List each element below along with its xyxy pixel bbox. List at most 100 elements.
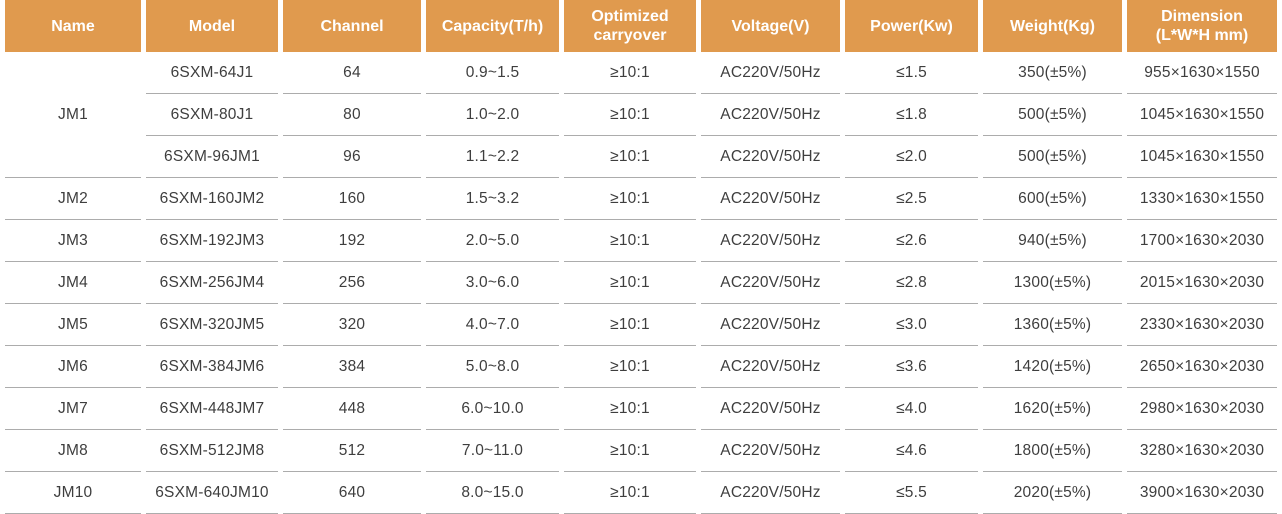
column-header-dimension: Dimension (L*W*H mm)	[1127, 0, 1277, 52]
table-row: JM10 6SXM-640JM10 640 8.0~15.0 ≥10:1 AC220V/5…	[5, 472, 1277, 514]
channel-cell: 512	[283, 430, 421, 472]
weight-cell: 500(±5%)	[983, 136, 1122, 178]
weight-cell: 500(±5%)	[983, 94, 1122, 136]
weight-cell: 1300(±5%)	[983, 262, 1122, 304]
dimension-cell: 2330×1630×2030	[1127, 304, 1277, 346]
voltage-cell: AC220V/50Hz	[701, 220, 840, 262]
capacity-cell: 5.0~8.0	[426, 346, 559, 388]
table-row: JM2 6SXM-160JM2 160 1.5~3.2 ≥10:1 AC220V/50Hz…	[5, 178, 1277, 220]
voltage-cell: AC220V/50Hz	[701, 346, 840, 388]
table-row: JM7 6SXM-448JM7 448 6.0~10.0 ≥10:1 AC220V/50H…	[5, 388, 1277, 430]
model-cell: 6SXM-448JM7	[146, 388, 278, 430]
weight-cell: 940(±5%)	[983, 220, 1122, 262]
carryover-cell: ≥10:1	[564, 178, 696, 220]
dimension-cell: 3280×1630×2030	[1127, 430, 1277, 472]
voltage-cell: AC220V/50Hz	[701, 136, 840, 178]
spec-table-body: JM1 6SXM-64J1 64 0.9~1.5 ≥10:1 AC220V/50Hz ≤1.…	[5, 52, 1277, 514]
capacity-cell: 6.0~10.0	[426, 388, 559, 430]
carryover-cell: ≥10:1	[564, 94, 696, 136]
carryover-cell: ≥10:1	[564, 52, 696, 94]
table-header: Name Model Channel Capacity(T/h) Optimiz…	[5, 0, 1277, 52]
column-header-name: Name	[5, 0, 141, 52]
capacity-cell: 2.0~5.0	[426, 220, 559, 262]
weight-cell: 1420(±5%)	[983, 346, 1122, 388]
dimension-cell: 2650×1630×2030	[1127, 346, 1277, 388]
weight-cell: 1800(±5%)	[983, 430, 1122, 472]
power-cell: ≤1.8	[845, 94, 978, 136]
power-cell: ≤2.5	[845, 178, 978, 220]
model-cell: 6SXM-512JM8	[146, 430, 278, 472]
column-header-carryover: Optimized carryover	[564, 0, 696, 52]
dimension-cell: 1045×1630×1550	[1127, 94, 1277, 136]
model-cell: 6SXM-640JM10	[146, 472, 278, 514]
name-cell: JM2	[5, 178, 141, 220]
dimension-cell: 1330×1630×1550	[1127, 178, 1277, 220]
table-row: JM5 6SXM-320JM5 320 4.0~7.0 ≥10:1 AC220V/50Hz…	[5, 304, 1277, 346]
capacity-cell: 1.5~3.2	[426, 178, 559, 220]
model-cell: 6SXM-160JM2	[146, 178, 278, 220]
power-cell: ≤3.6	[845, 346, 978, 388]
power-cell: ≤1.5	[845, 52, 978, 94]
dimension-cell: 1700×1630×2030	[1127, 220, 1277, 262]
column-header-capacity: Capacity(T/h)	[426, 0, 559, 52]
model-cell: 6SXM-256JM4	[146, 262, 278, 304]
dimension-cell: 2980×1630×2030	[1127, 388, 1277, 430]
capacity-cell: 4.0~7.0	[426, 304, 559, 346]
carryover-cell: ≥10:1	[564, 220, 696, 262]
table-row: JM4 6SXM-256JM4 256 3.0~6.0 ≥10:1 AC220V/50Hz…	[5, 262, 1277, 304]
table-row: 6SXM-96JM1 96 1.1~2.2 ≥10:1 AC220V/50Hz ≤2.0 5…	[5, 136, 1277, 178]
name-cell: JM5	[5, 304, 141, 346]
name-cell: JM4	[5, 262, 141, 304]
voltage-cell: AC220V/50Hz	[701, 178, 840, 220]
column-header-weight: Weight(Kg)	[983, 0, 1122, 52]
model-cell: 6SXM-192JM3	[146, 220, 278, 262]
carryover-cell: ≥10:1	[564, 304, 696, 346]
column-header-power: Power(Kw)	[845, 0, 978, 52]
channel-cell: 384	[283, 346, 421, 388]
channel-cell: 64	[283, 52, 421, 94]
table-row: 6SXM-80J1 80 1.0~2.0 ≥10:1 AC220V/50Hz ≤1.8 50…	[5, 94, 1277, 136]
channel-cell: 80	[283, 94, 421, 136]
column-header-channel: Channel	[283, 0, 421, 52]
name-cell: JM8	[5, 430, 141, 472]
column-header-voltage: Voltage(V)	[701, 0, 840, 52]
voltage-cell: AC220V/50Hz	[701, 262, 840, 304]
power-cell: ≤3.0	[845, 304, 978, 346]
power-cell: ≤2.0	[845, 136, 978, 178]
model-cell: 6SXM-384JM6	[146, 346, 278, 388]
name-cell: JM7	[5, 388, 141, 430]
power-cell: ≤5.5	[845, 472, 978, 514]
voltage-cell: AC220V/50Hz	[701, 388, 840, 430]
dimension-cell: 3900×1630×2030	[1127, 472, 1277, 514]
weight-cell: 1360(±5%)	[983, 304, 1122, 346]
model-cell: 6SXM-64J1	[146, 52, 278, 94]
voltage-cell: AC220V/50Hz	[701, 94, 840, 136]
table-row: JM6 6SXM-384JM6 384 5.0~8.0 ≥10:1 AC220V/50Hz…	[5, 346, 1277, 388]
channel-cell: 448	[283, 388, 421, 430]
channel-cell: 96	[283, 136, 421, 178]
carryover-cell: ≥10:1	[564, 388, 696, 430]
carryover-cell: ≥10:1	[564, 262, 696, 304]
channel-cell: 256	[283, 262, 421, 304]
dimension-cell: 955×1630×1550	[1127, 52, 1277, 94]
name-cell: JM1	[5, 52, 141, 178]
name-cell: JM10	[5, 472, 141, 514]
capacity-cell: 1.1~2.2	[426, 136, 559, 178]
voltage-cell: AC220V/50Hz	[701, 52, 840, 94]
model-cell: 6SXM-96JM1	[146, 136, 278, 178]
weight-cell: 2020(±5%)	[983, 472, 1122, 514]
model-cell: 6SXM-320JM5	[146, 304, 278, 346]
capacity-cell: 7.0~11.0	[426, 430, 559, 472]
power-cell: ≤2.8	[845, 262, 978, 304]
power-cell: ≤4.0	[845, 388, 978, 430]
channel-cell: 320	[283, 304, 421, 346]
voltage-cell: AC220V/50Hz	[701, 472, 840, 514]
voltage-cell: AC220V/50Hz	[701, 430, 840, 472]
capacity-cell: 8.0~15.0	[426, 472, 559, 514]
capacity-cell: 1.0~2.0	[426, 94, 559, 136]
name-cell: JM6	[5, 346, 141, 388]
capacity-cell: 3.0~6.0	[426, 262, 559, 304]
dimension-cell: 1045×1630×1550	[1127, 136, 1277, 178]
power-cell: ≤2.6	[845, 220, 978, 262]
header-row: Name Model Channel Capacity(T/h) Optimiz…	[5, 0, 1277, 52]
